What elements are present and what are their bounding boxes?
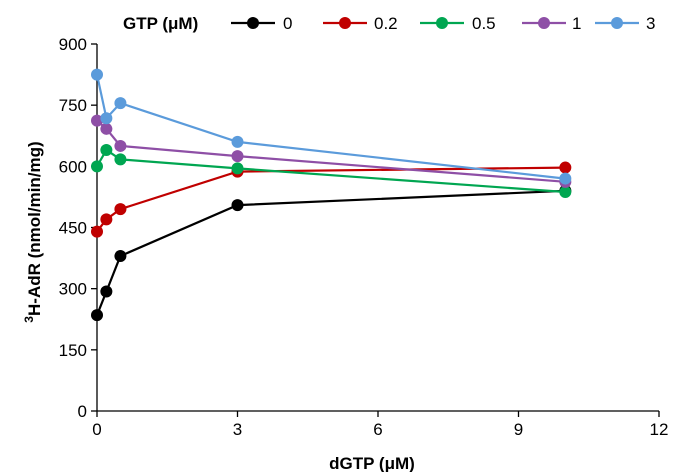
- data-point: [91, 68, 103, 81]
- data-point: [559, 186, 572, 199]
- legend-label: 0.5: [472, 14, 496, 33]
- legend-marker: [538, 17, 550, 29]
- series-0: [91, 184, 572, 322]
- series-1: [91, 114, 572, 188]
- x-ticks: 0 3 6 9 12: [92, 411, 668, 439]
- y-tick-label: 750: [59, 96, 87, 115]
- data-point: [114, 97, 127, 110]
- legend-marker: [436, 17, 448, 29]
- data-point: [231, 199, 244, 212]
- y-tick-label: 600: [59, 157, 87, 176]
- data-point: [91, 309, 103, 322]
- y-tick-label: 300: [59, 280, 87, 299]
- legend-label: 1: [572, 14, 581, 33]
- data-point: [100, 213, 113, 226]
- y-tick-label: 900: [59, 35, 87, 54]
- legend-label: 0: [283, 14, 292, 33]
- y-axis-title-text: H-AdR (nmol/min/mg): [25, 141, 44, 316]
- data-point: [100, 144, 113, 157]
- data-point: [114, 139, 127, 152]
- data-point: [100, 122, 113, 135]
- data-point: [114, 250, 127, 263]
- x-tick-label: 9: [514, 420, 523, 439]
- data-point: [91, 114, 103, 127]
- legend-entry: 0.2: [323, 14, 398, 33]
- data-point: [231, 150, 244, 163]
- y-axis-title: 3H-AdR (nmol/min/mg): [22, 141, 44, 322]
- data-point: [231, 135, 244, 148]
- data-point: [559, 161, 572, 174]
- y-axis-title-superscript: 3: [22, 316, 36, 323]
- y-tick-label: 450: [59, 219, 87, 238]
- data-point: [91, 225, 103, 238]
- data-point: [100, 112, 113, 125]
- x-tick-label: 12: [650, 420, 669, 439]
- legend-entry: 0: [231, 14, 292, 33]
- legend: GTP (μM) 0 0.2 0.5 1 3: [123, 14, 655, 33]
- data-point: [231, 162, 244, 175]
- legend-title: GTP (μM): [123, 14, 198, 33]
- legend-entry: 1: [522, 14, 581, 33]
- data-point: [114, 153, 127, 166]
- legend-marker: [339, 17, 351, 29]
- data-point: [114, 203, 127, 216]
- x-tick-label: 0: [92, 420, 101, 439]
- legend-marker: [611, 17, 623, 29]
- axes: [96, 44, 659, 412]
- y-tick-label: 0: [78, 402, 87, 421]
- series-0.2: [91, 161, 572, 238]
- data-point: [91, 160, 103, 173]
- y-tick-label: 150: [59, 341, 87, 360]
- series-layer: [91, 68, 572, 322]
- data-point: [559, 172, 572, 185]
- legend-label: 3: [646, 14, 655, 33]
- legend-entry: 0.5: [420, 14, 496, 33]
- x-tick-label: 6: [373, 420, 382, 439]
- svg-text:3H-AdR (nmol/min/mg): 3H-AdR (nmol/min/mg): [22, 141, 44, 322]
- series-line: [95, 189, 566, 316]
- series-3: [91, 68, 572, 185]
- x-axis-title: dGTP (μM): [329, 454, 415, 472]
- series-0.5: [91, 144, 572, 199]
- series-line: [96, 119, 566, 183]
- y-ticks: 0 150 300 450 600 750 900: [59, 35, 97, 421]
- legend-marker: [247, 17, 259, 29]
- legend-label: 0.2: [374, 14, 398, 33]
- x-tick-label: 3: [233, 420, 242, 439]
- legend-entry: 3: [595, 14, 655, 33]
- data-point: [100, 285, 113, 298]
